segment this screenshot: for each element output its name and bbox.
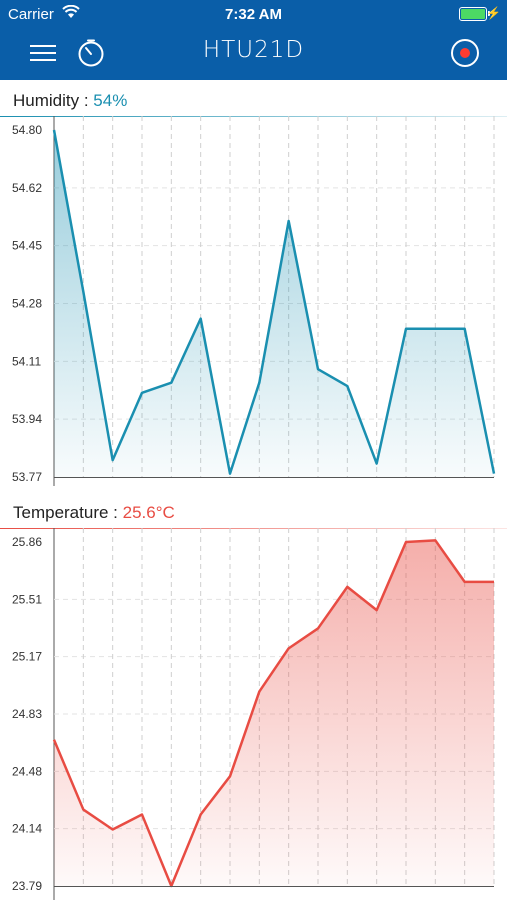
temperature-chart-tick-label: 25.86	[12, 535, 42, 549]
humidity-value: 54%	[93, 91, 128, 110]
temperature-chart-tick-label: 24.83	[12, 707, 42, 721]
wifi-icon	[62, 5, 80, 18]
temperature-header: Temperature : 25.6°C	[0, 498, 507, 528]
status-bar: Carrier 7:32 AM ⚡	[0, 0, 507, 28]
temperature-value: 25.6°C	[122, 503, 175, 522]
humidity-header: Humidity : 54%	[0, 86, 507, 116]
humidity-chart-tick-label: 54.62	[12, 181, 42, 195]
humidity-label-row: Humidity : 54%	[13, 91, 127, 111]
temperature-label: Temperature :	[13, 503, 123, 522]
humidity-chart: 54.80 54.62 54.45 54.28 54.11 53.94 53.77	[12, 116, 496, 486]
temperature-chart: 25.86 25.51 25.17 24.83 24.48 24.14 23.79	[12, 528, 495, 900]
charging-bolt-icon: ⚡	[486, 6, 501, 20]
page-title: HTU21D	[202, 37, 305, 63]
temperature-chart-tick-label: 25.51	[12, 592, 42, 606]
humidity-divider	[0, 116, 507, 117]
battery-tip	[488, 11, 490, 16]
temperature-divider	[0, 528, 507, 529]
record-icon	[460, 48, 470, 58]
temperature-chart-area	[54, 540, 494, 886]
battery-icon	[459, 7, 487, 21]
humidity-chart-tick-label: 53.77	[12, 470, 42, 484]
humidity-chart-series-line	[52, 129, 496, 475]
humidity-chart-tick-label: 54.45	[12, 239, 42, 253]
humidity-chart-tick-label: 54.28	[12, 297, 42, 311]
temperature-chart-tick-label: 24.48	[12, 764, 42, 778]
temperature-chart-tick-label: 25.17	[12, 650, 42, 664]
humidity-chart-tick-label: 54.80	[12, 123, 42, 137]
menu-icon[interactable]	[30, 42, 56, 64]
humidity-label: Humidity :	[13, 91, 94, 110]
temperature-chart-tick-label: 23.79	[12, 879, 42, 893]
timer-icon[interactable]	[76, 38, 106, 68]
nav-bar: HTU21D	[0, 28, 507, 80]
carrier-label: Carrier	[8, 6, 54, 23]
record-button[interactable]	[451, 39, 479, 67]
humidity-chart-tick-label: 54.11	[12, 354, 41, 368]
temperature-label-row: Temperature : 25.6°C	[13, 503, 175, 523]
clock-time: 7:32 AM	[225, 6, 282, 23]
temperature-chart-tick-label: 24.14	[12, 822, 42, 836]
humidity-chart-tick-label: 53.94	[12, 412, 42, 426]
temperature-chart-series-line	[52, 539, 494, 888]
